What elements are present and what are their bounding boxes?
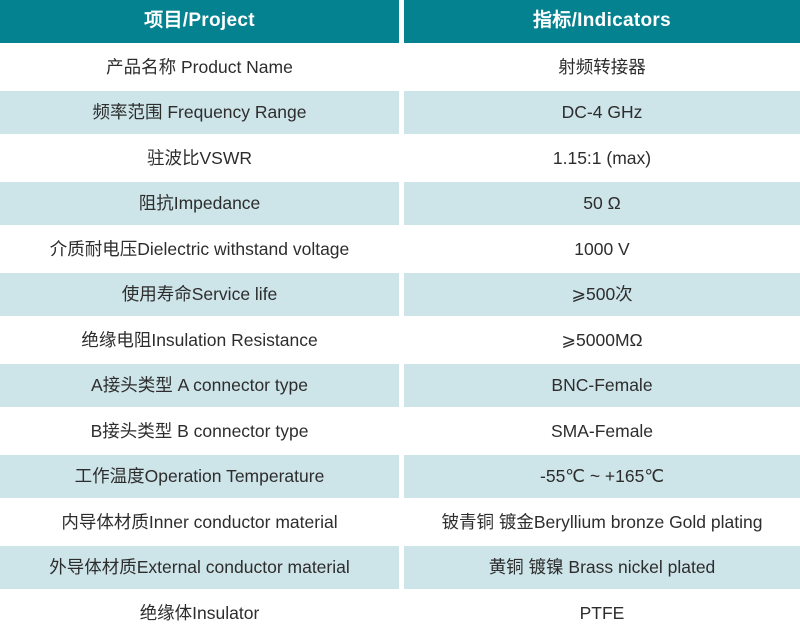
project-cell: 内导体材质Inner conductor material — [0, 500, 399, 543]
table-row-insulation-resistance: 绝缘电阻Insulation Resistance ⩾5000MΩ — [0, 318, 800, 361]
table-row-dielectric-withstand-voltage: 介质耐电压Dielectric withstand voltage 1000 V — [0, 227, 800, 270]
indicator-cell: ⩾500次 — [404, 273, 800, 316]
project-cell: 使用寿命Service life — [0, 273, 399, 316]
indicator-cell: BNC-Female — [404, 364, 800, 407]
indicator-cell: DC-4 GHz — [404, 91, 800, 134]
table-row-frequency-range: 频率范围 Frequency Range DC-4 GHz — [0, 91, 800, 134]
table-row-impedance: 阻抗Impedance 50 Ω — [0, 182, 800, 225]
project-cell: 外导体材质External conductor material — [0, 546, 399, 589]
project-cell: 驻波比VSWR — [0, 136, 399, 179]
table-row-service-life: 使用寿命Service life ⩾500次 — [0, 273, 800, 316]
indicator-cell: 1000 V — [404, 227, 800, 270]
table-header-row: 项目/Project 指标/Indicators — [0, 0, 800, 43]
indicator-cell: ⩾5000MΩ — [404, 318, 800, 361]
project-cell: 绝缘电阻Insulation Resistance — [0, 318, 399, 361]
indicator-cell: -55℃ ~ +165℃ — [404, 455, 800, 498]
indicator-cell: PTFE — [404, 591, 800, 634]
project-cell: A接头类型 A connector type — [0, 364, 399, 407]
table-row-vswr: 驻波比VSWR 1.15:1 (max) — [0, 136, 800, 179]
indicator-cell: 黄铜 镀镍 Brass nickel plated — [404, 546, 800, 589]
table-row-insulator: 绝缘体Insulator PTFE — [0, 591, 800, 634]
table-row-operation-temperature: 工作温度Operation Temperature -55℃ ~ +165℃ — [0, 455, 800, 498]
header-project: 项目/Project — [0, 0, 399, 43]
project-cell: 产品名称 Product Name — [0, 45, 399, 88]
project-cell: B接头类型 B connector type — [0, 409, 399, 452]
indicator-cell: SMA-Female — [404, 409, 800, 452]
indicator-cell: 射频转接器 — [404, 45, 800, 88]
project-cell: 频率范围 Frequency Range — [0, 91, 399, 134]
project-cell: 工作温度Operation Temperature — [0, 455, 399, 498]
project-cell: 阻抗Impedance — [0, 182, 399, 225]
table-row-product-name: 产品名称 Product Name 射频转接器 — [0, 45, 800, 88]
table-row-inner-conductor-material: 内导体材质Inner conductor material 铍青铜 镀金Bery… — [0, 500, 800, 543]
table-row-external-conductor-material: 外导体材质External conductor material 黄铜 镀镍 B… — [0, 546, 800, 589]
table-row-b-connector-type: B接头类型 B connector type SMA-Female — [0, 409, 800, 452]
indicator-cell: 50 Ω — [404, 182, 800, 225]
header-indicators: 指标/Indicators — [404, 0, 800, 43]
project-cell: 绝缘体Insulator — [0, 591, 399, 634]
project-cell: 介质耐电压Dielectric withstand voltage — [0, 227, 399, 270]
indicator-cell: 铍青铜 镀金Beryllium bronze Gold plating — [404, 500, 800, 543]
indicator-cell: 1.15:1 (max) — [404, 136, 800, 179]
table-row-a-connector-type: A接头类型 A connector type BNC-Female — [0, 364, 800, 407]
